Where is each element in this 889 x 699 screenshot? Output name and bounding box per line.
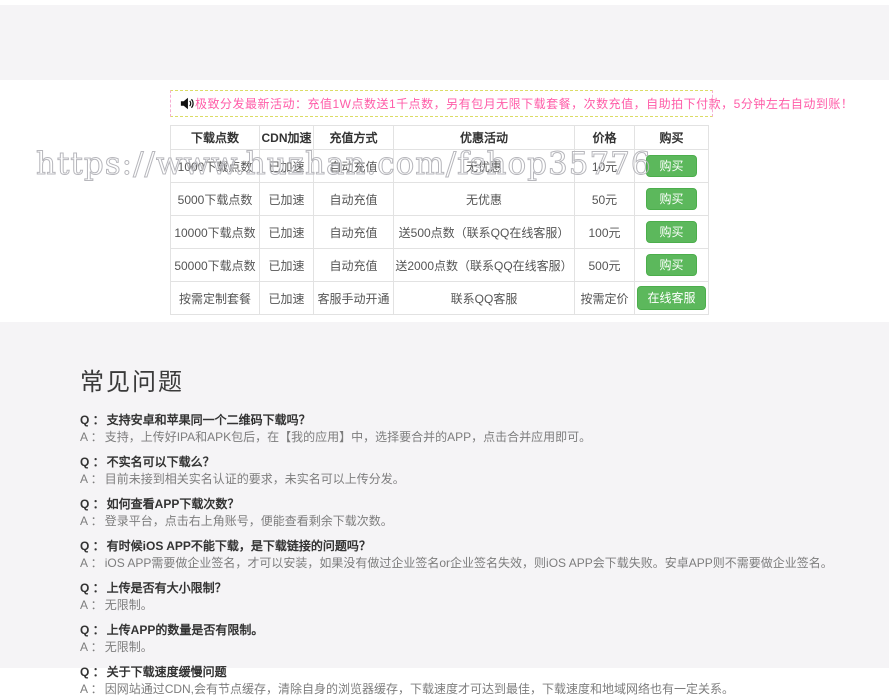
points-cell: 1000下载点数 — [170, 149, 260, 183]
cdn-status-cell: 已加速 — [259, 248, 314, 282]
faq-answer: A ：无限制。 — [80, 640, 153, 654]
cdn-status-cell: 已加速 — [259, 182, 314, 216]
column-header-recharge: 充值方式 — [313, 125, 394, 150]
buy-cell: 在线客服 — [634, 281, 709, 315]
column-header-cdn: CDN加速 — [259, 125, 314, 150]
faq-section: 常见问题 Q ：支持安卓和苹果同一个二维码下载吗？ A ：支持，上传好IPA和AP… — [0, 322, 889, 696]
cdn-status-cell: 已加速 — [259, 215, 314, 249]
speaker-icon — [180, 97, 195, 110]
faq-question: Q ：不实名可以下载么？ — [80, 455, 215, 469]
answer-label: A ： — [80, 556, 103, 570]
faq-question: Q ：支持安卓和苹果同一个二维码下载吗？ — [80, 413, 311, 427]
faq-question: Q ：如何查看APP下载次数？ — [80, 497, 240, 511]
promo-cell: 无优惠 — [393, 182, 575, 216]
answer-label: A ： — [80, 598, 103, 612]
buy-button[interactable]: 购买 — [646, 254, 697, 276]
faq-answer: A ：登录平台，点击右上角账号，便能查看剩余下载次数。 — [80, 514, 393, 528]
faq-question: Q ：有时候iOS APP不能下载，是下载链接的问题吗？ — [80, 539, 371, 553]
promo-cell: 联系QQ客服 — [393, 281, 575, 315]
question-label: Q ： — [80, 623, 105, 637]
promo-cell: 无优惠 — [393, 149, 575, 183]
price-cell: 10元 — [574, 149, 635, 183]
question-label: Q ： — [80, 413, 105, 427]
faq-answer: A ：无限制。 — [80, 598, 153, 612]
cdn-status-cell: 已加速 — [259, 149, 314, 183]
cdn-status-cell: 已加速 — [259, 281, 314, 315]
buy-button[interactable]: 购买 — [646, 188, 697, 210]
promo-cell: 送2000点数（联系QQ在线客服） — [393, 248, 575, 282]
answer-label: A ： — [80, 430, 103, 444]
question-label: Q ： — [80, 539, 105, 553]
faq-answer: A ：目前未接到相关实名认证的要求，未实名可以上传分发。 — [80, 472, 405, 486]
answer-label: A ： — [80, 514, 103, 528]
answer-label: A ： — [80, 682, 103, 696]
faq-question: Q ：上传是否有大小限制？ — [80, 581, 227, 595]
answer-label: A ： — [80, 472, 103, 486]
recharge-method-cell: 自动充值 — [313, 248, 394, 282]
table-row: 50000下载点数 已加速 自动充值 送2000点数（联系QQ在线客服） 500… — [170, 248, 709, 282]
buy-cell: 购买 — [634, 215, 709, 249]
answer-label: A ： — [80, 640, 103, 654]
price-cell: 100元 — [574, 215, 635, 249]
faq-question: Q ：上传APP的数量是否有限制。 — [80, 623, 264, 637]
faq-item: Q ：上传APP的数量是否有限制。 A ：无限制。 — [80, 623, 889, 654]
points-cell: 10000下载点数 — [170, 215, 260, 249]
faq-item: Q ：如何查看APP下载次数？ A ：登录平台，点击右上角账号，便能查看剩余下载次… — [80, 497, 889, 528]
announcement-text: 极致分发最新活动：充值1W点数送1千点数，另有包月无限下载套餐，次数充值，自助拍… — [195, 97, 854, 111]
faq-answer: A ： iOS APP需要做企业签名，才可以安装，如果没有做过企业签名or企业签名… — [80, 556, 833, 570]
points-cell: 50000下载点数 — [170, 248, 260, 282]
buy-button[interactable]: 购买 — [646, 155, 697, 177]
online-service-button[interactable]: 在线客服 — [637, 286, 706, 310]
buy-button[interactable]: 购买 — [646, 221, 697, 243]
question-label: Q ： — [80, 497, 105, 511]
table-row: 1000下载点数 已加速 自动充值 无优惠 10元 购买 — [170, 149, 709, 183]
faq-item: Q ：上传是否有大小限制？ A ：无限制。 — [80, 581, 889, 612]
top-header-band — [0, 5, 889, 80]
column-header-buy: 购买 — [634, 125, 709, 150]
table-row: 5000下载点数 已加速 自动充值 无优惠 50元 购买 — [170, 182, 709, 216]
question-label: Q ： — [80, 581, 105, 595]
price-cell: 500元 — [574, 248, 635, 282]
faq-section-title: 常见问题 — [80, 369, 184, 396]
price-cell: 按需定价 — [574, 281, 635, 315]
question-label: Q ： — [80, 455, 105, 469]
price-cell: 50元 — [574, 182, 635, 216]
buy-cell: 购买 — [634, 248, 709, 282]
faq-answer: A ：支持，上传好IPA和APK包后，在【我的应用】中，选择要合并的APP，点击… — [80, 430, 592, 444]
faq-item: Q ：有时候iOS APP不能下载，是下载链接的问题吗？ A ： iOS APP需要… — [80, 539, 889, 570]
points-cell: 按需定制套餐 — [170, 281, 260, 315]
announcement-bar: 极致分发最新活动：充值1W点数送1千点数，另有包月无限下载套餐，次数充值，自助拍… — [170, 90, 853, 117]
recharge-method-cell: 自动充值 — [313, 149, 394, 183]
recharge-method-cell: 自动充值 — [313, 215, 394, 249]
points-cell: 5000下载点数 — [170, 182, 260, 216]
column-header-points: 下载点数 — [170, 125, 260, 150]
column-header-price: 价格 — [574, 125, 635, 150]
table-row: 10000下载点数 已加速 自动充值 送500点数（联系QQ在线客服） 100元… — [170, 215, 709, 249]
faq-item: Q ：支持安卓和苹果同一个二维码下载吗？ A ：支持，上传好IPA和APK包后，在… — [80, 413, 889, 444]
pricing-table-header-row: 下载点数 CDN加速 充值方式 优惠活动 价格 购买 — [170, 125, 709, 150]
faq-answer: A ：因网站通过CDN,会有节点缓存，清除自身的浏览器缓存，下载速度才可达到最佳… — [80, 682, 735, 696]
question-label: Q ： — [80, 665, 105, 679]
buy-cell: 购买 — [634, 182, 709, 216]
faq-item: Q ：关于下载速度缓慢问题 A ：因网站通过CDN,会有节点缓存，清除自身的浏览器… — [80, 665, 889, 696]
buy-cell: 购买 — [634, 149, 709, 183]
column-header-promo: 优惠活动 — [393, 125, 575, 150]
table-row: 按需定制套餐 已加速 客服手动开通 联系QQ客服 按需定价 在线客服 — [170, 281, 709, 315]
promo-cell: 送500点数（联系QQ在线客服） — [393, 215, 575, 249]
pricing-table: 下载点数 CDN加速 充值方式 优惠活动 价格 购买 1000下载点数 已加速 … — [170, 125, 709, 315]
recharge-method-cell: 自动充值 — [313, 182, 394, 216]
faq-item: Q ：不实名可以下载么？ A ：目前未接到相关实名认证的要求，未实名可以上传分发。 — [80, 455, 889, 486]
faq-question: Q ：关于下载速度缓慢问题 — [80, 665, 227, 679]
faq-list: Q ：支持安卓和苹果同一个二维码下载吗？ A ：支持，上传好IPA和APK包后，在… — [80, 413, 889, 696]
recharge-method-cell: 客服手动开通 — [313, 281, 394, 315]
